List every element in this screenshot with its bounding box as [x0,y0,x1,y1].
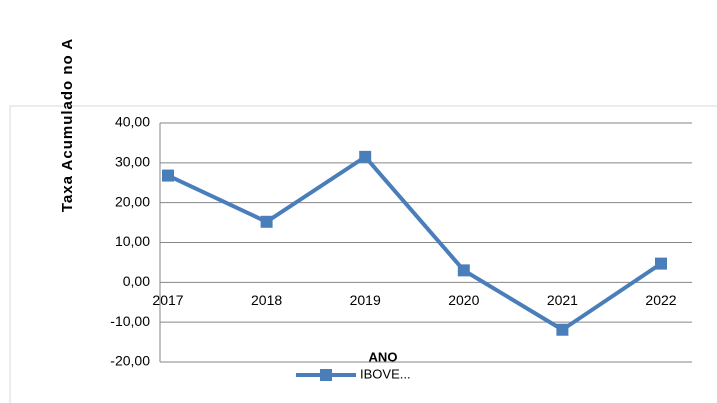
data-marker [457,264,470,277]
x-tick-label: 2020 [448,292,479,308]
y-axis-title: Taxa Acumulado no A [59,38,76,212]
legend-label: IBOVE... [360,366,411,381]
data-marker [556,323,569,336]
chart-border [9,105,717,403]
data-marker [260,215,273,228]
data-marker [655,257,667,270]
y-tick-label: -10,00 [110,313,150,329]
x-tick-label: 2019 [350,292,381,308]
data-marker [162,169,174,182]
y-tick-label: 30,00 [115,154,150,170]
y-tick-label: 10,00 [115,233,150,249]
y-tick-label: 20,00 [115,193,150,209]
data-marker [359,150,372,163]
legend-marker [320,369,332,381]
y-tick-label: 40,00 [115,114,150,130]
y-tick-label: 0,00 [123,273,150,289]
x-tick-label: 2018 [251,292,282,308]
x-axis-title: ANO [369,349,398,364]
y-tick-label: -20,00 [110,353,150,369]
x-tick-label: 2017 [152,292,183,308]
data-line [167,154,663,332]
x-tick-label: 2021 [547,292,578,308]
x-tick-label: 2022 [645,292,676,308]
